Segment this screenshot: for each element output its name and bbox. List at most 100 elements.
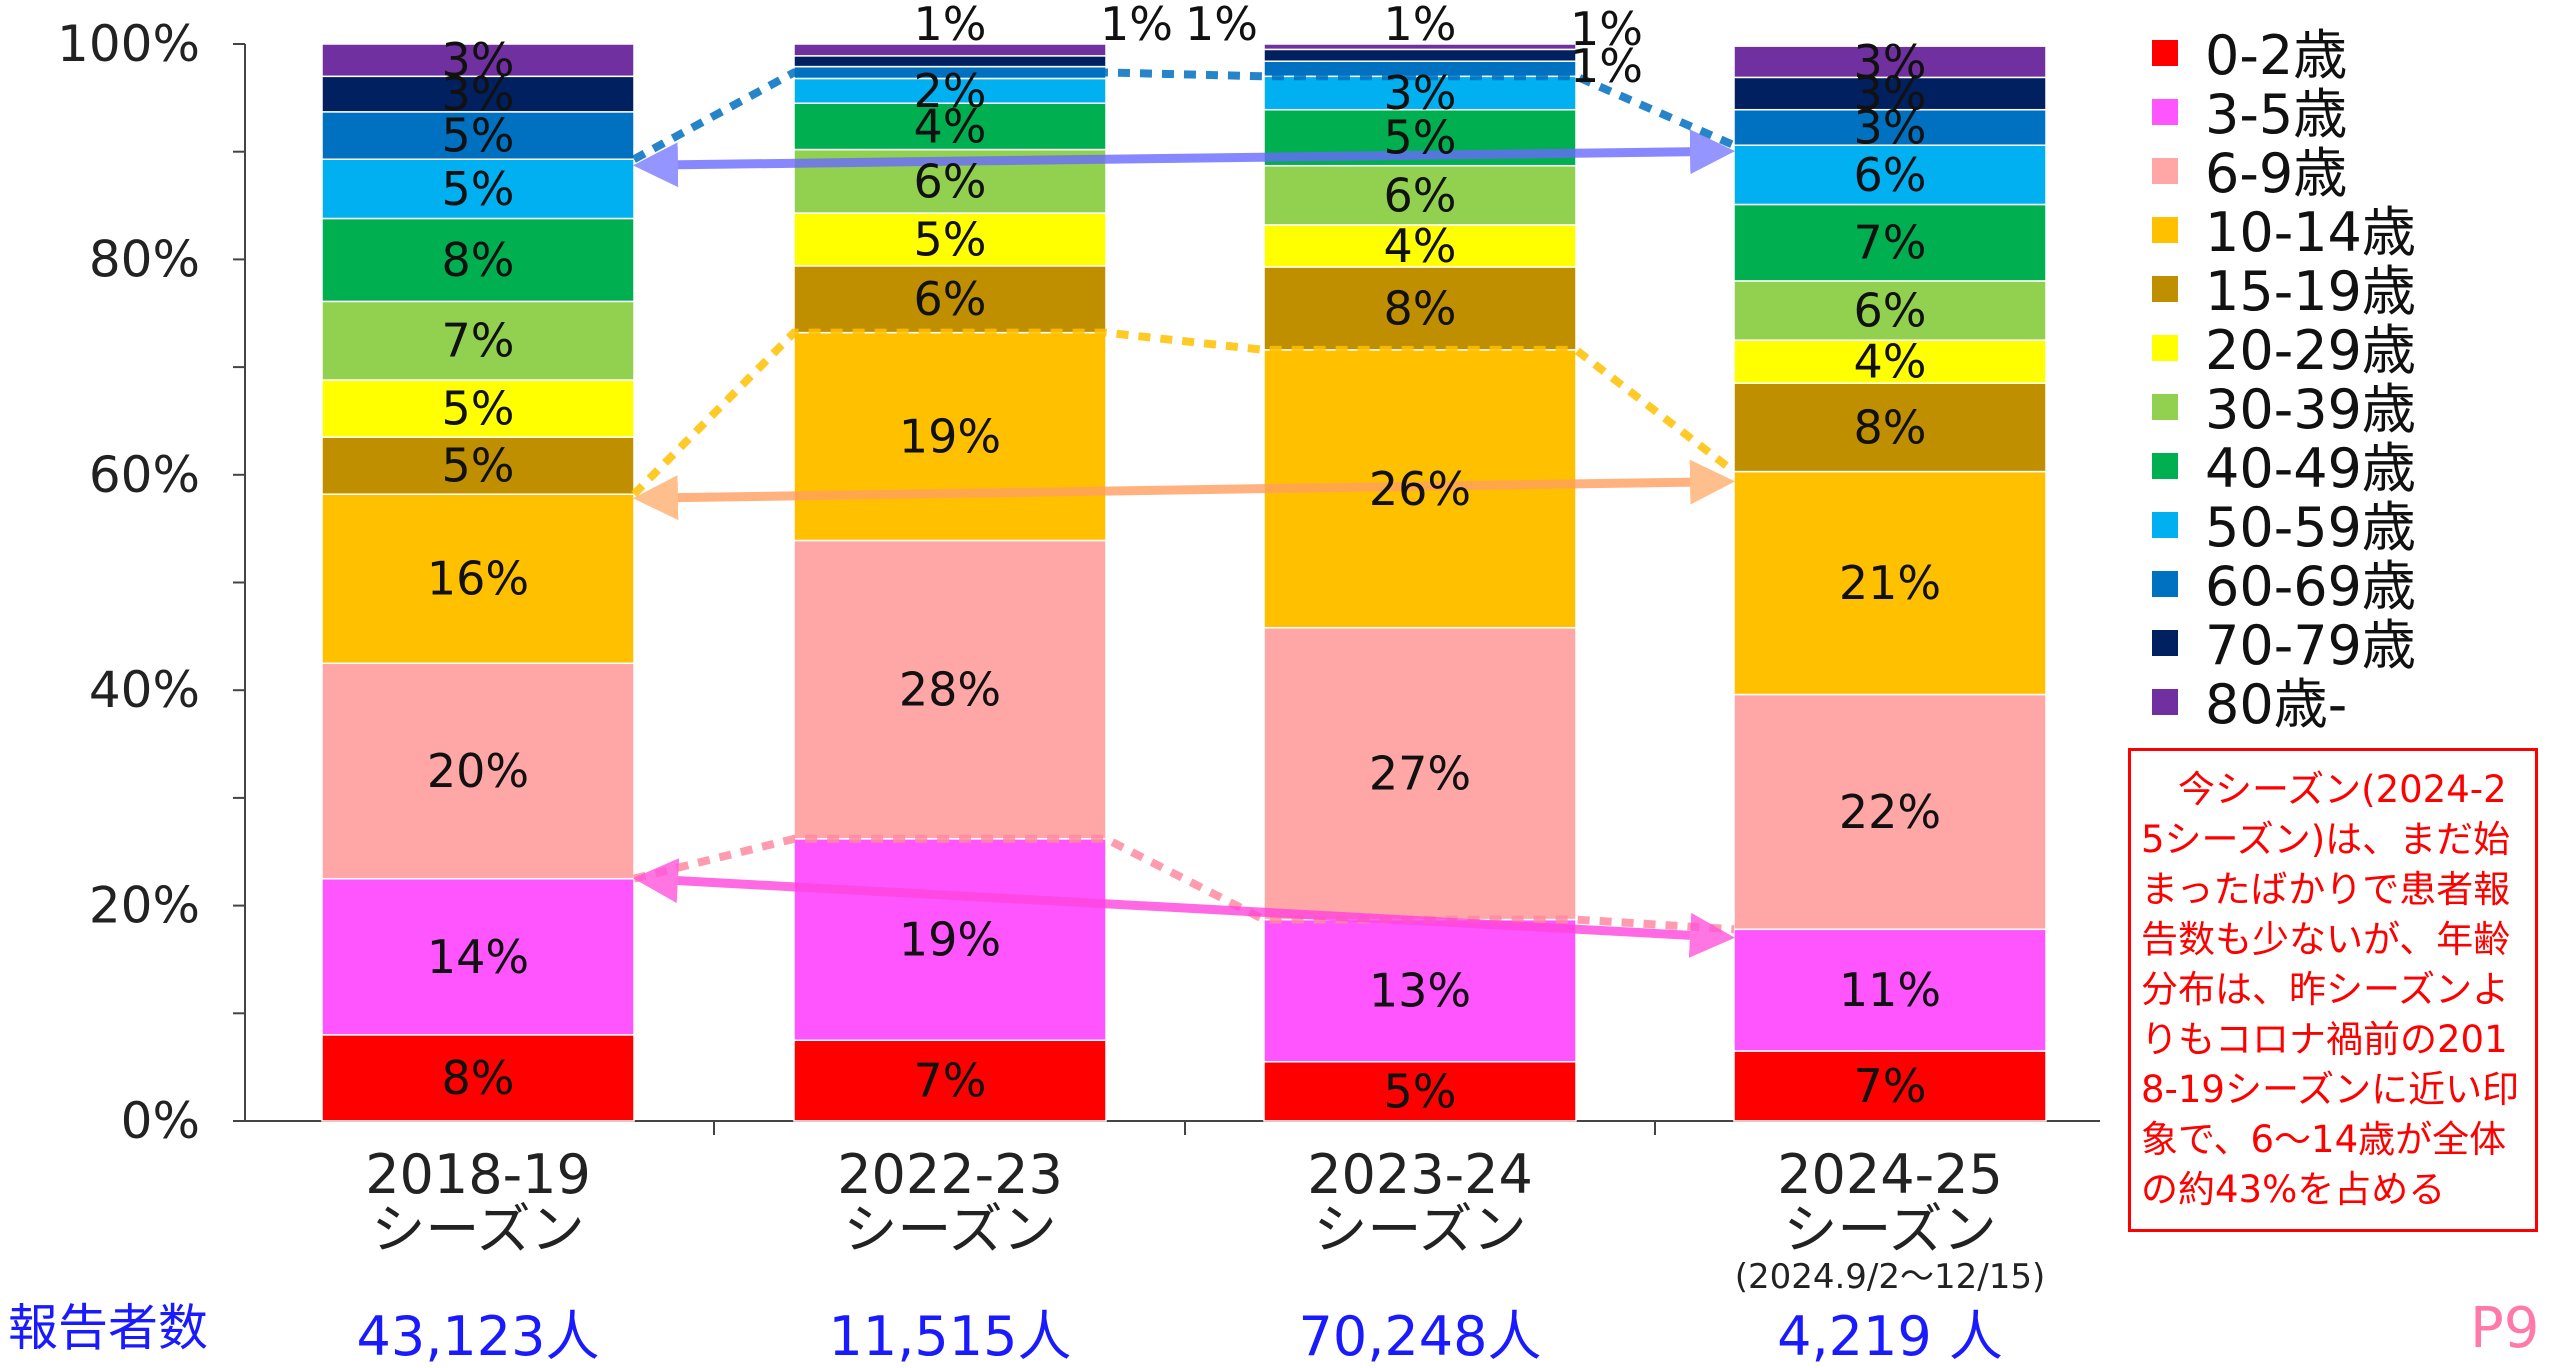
bar-segment [321,300,635,381]
data-label: 1% [914,0,987,51]
legend-swatch [2152,571,2178,597]
connectors [631,68,1737,958]
legend-swatch [2152,512,2178,538]
bar-segment [1733,928,2047,1052]
y-tick-label: 0% [121,1092,200,1150]
data-label: 8% [1384,281,1457,335]
data-label: 1% [1185,0,1258,51]
data-label: 3% [442,67,515,121]
bar-segment [1263,48,1577,62]
legend-swatch [2152,217,2178,243]
data-label: 3% [1384,66,1457,120]
bar-segment [1733,339,2047,385]
bar-segment [793,1039,1107,1122]
x-tick-label: 2022-23 [837,1143,1063,1206]
data-label: 3% [1854,67,1927,121]
trend-dotted-line [631,328,1737,498]
report-count: 4,219 人 [1777,1305,2003,1368]
data-label: 8% [442,1051,515,1105]
y-tick-label: 100% [57,15,200,73]
data-label: 19% [899,913,1001,967]
data-label: 27% [1369,747,1471,801]
bar-segment [1733,1050,2047,1122]
data-label: 1% [1570,39,1643,93]
y-tick-label: 20% [89,877,200,935]
legend-swatch [2152,276,2178,302]
bar-segment [321,436,635,495]
bar-segment [321,493,635,665]
legend-entry: 15-19歳 [2205,260,2416,323]
data-label: 20% [427,744,529,798]
data-label: 6% [1854,284,1927,338]
x-tick-label: 2018-19 [365,1143,591,1206]
data-label: 1% [1100,0,1173,51]
y-tick-label: 60% [89,446,200,504]
legend-swatch [2152,394,2178,420]
bar-segment [1733,693,2047,931]
bar-segment [321,75,635,113]
bar-segment [1733,108,2047,146]
x-tick-sublabel: (2024.9/2～12/15) [1735,1257,2046,1297]
legend-entry: 20-29歳 [2205,319,2416,382]
data-label: 7% [442,314,515,368]
bar-segment [1733,203,2047,282]
bar-segment [793,43,1107,57]
legend-swatch [2152,99,2178,125]
data-label: 13% [1369,964,1471,1018]
trend-dotted-line [632,68,1736,163]
data-label: 28% [899,663,1001,717]
data-label: 4% [914,99,987,153]
data-label: 4% [1384,219,1457,273]
legend-entry: 6-9歳 [2205,142,2347,205]
annotation-note: 今シーズン(2024-25シーズン)は、まだ始まったばかりで患者報告数も少ないが… [2128,748,2538,1232]
x-tick-label: 2024-25 [1777,1143,2003,1206]
legend-swatch [2152,40,2178,66]
data-label: 6% [1854,148,1927,202]
data-label: 19% [899,410,1001,464]
data-label: 26% [1369,462,1471,516]
data-label: 7% [1854,1059,1927,1113]
comparison-arrow [633,129,1735,188]
comparison-arrow [633,858,1735,958]
y-tick-label: 80% [89,230,200,288]
data-label: 5% [442,382,515,436]
data-label: 8% [442,233,515,287]
x-tick-label: シーズン [1313,1198,1526,1261]
bar-segment [321,662,635,880]
data-label: 4% [1854,335,1927,389]
data-label: 6% [914,154,987,208]
bar-segment [1733,470,2047,696]
data-label: 7% [914,1054,987,1108]
data-label: 22% [1839,785,1941,839]
bar-segment [1733,382,2047,473]
x-tick-label: 2023-24 [1307,1143,1533,1206]
data-label: 5% [442,109,515,163]
data-label: 3% [442,33,515,87]
report-counts: 報告者数 43,123人 11,515人 70,248人 4,219 人 [8,1299,2003,1368]
data-label: 1% [1570,2,1643,56]
data-label: 7% [1854,216,1927,270]
legend-swatch [2152,630,2178,656]
legend-swatch [2152,453,2178,479]
bar-segment [1733,45,2047,79]
data-label: 16% [427,552,529,606]
data-label: 6% [914,272,987,326]
data-label: 5% [1384,1064,1457,1118]
data-label: 5% [914,212,987,266]
bar-segment [1263,43,1577,51]
legend-entry: 70-79歳 [2205,614,2416,677]
legend-entry: 10-14歳 [2205,201,2416,264]
bars [321,43,2047,1122]
legend-entry: 30-39歳 [2205,378,2416,441]
legend-entry: 0-2歳 [2205,24,2347,87]
data-label: 14% [427,930,529,984]
data-label: 8% [1854,400,1927,454]
comparison-arrow [633,459,1735,521]
bar-segment [793,539,1107,840]
y-tick-label: 40% [89,661,200,719]
bar-segment [1733,76,2047,111]
legend-entry: 40-49歳 [2205,437,2416,500]
data-label: 5% [442,439,515,493]
x-tick-label: シーズン [1783,1198,1996,1261]
